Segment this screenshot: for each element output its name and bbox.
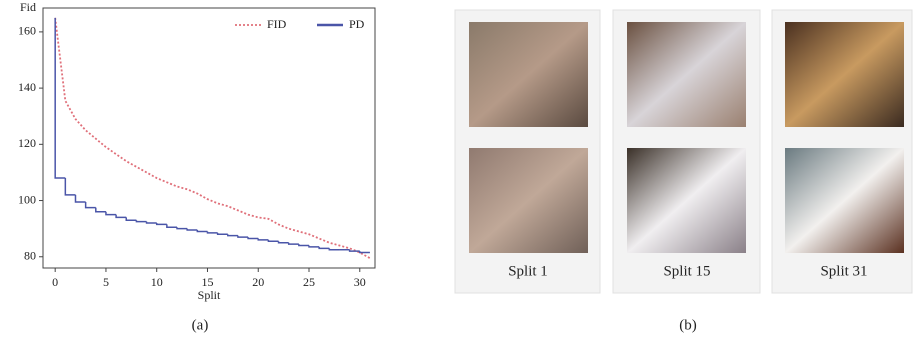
x-tick-label: 5 <box>103 275 109 289</box>
pd-step <box>74 194 86 203</box>
y-tick-label: 140 <box>18 80 36 94</box>
caption: (a) <box>192 317 209 333</box>
y-tick-label: 120 <box>18 136 36 150</box>
legend-label: FID <box>267 17 287 31</box>
pd-step <box>196 230 208 233</box>
sample-image <box>785 22 904 127</box>
x-tick-label: 30 <box>354 275 366 289</box>
x-tick-label: 0 <box>52 275 58 289</box>
pd-step <box>287 242 299 245</box>
pd-step <box>166 224 178 228</box>
pd-step <box>328 248 340 251</box>
pd-step <box>176 227 188 230</box>
y-tick-label: 160 <box>18 24 36 38</box>
pd-step <box>237 235 249 238</box>
pd-step <box>348 249 360 252</box>
sample-image <box>469 22 588 127</box>
pd-step <box>155 223 167 226</box>
pd-step <box>145 221 157 224</box>
sample-image <box>627 148 746 253</box>
legend-label: PD <box>349 17 365 31</box>
pd-step <box>308 245 320 248</box>
pd-step <box>227 234 238 237</box>
pd-step <box>54 17 66 179</box>
y-tick-label: 100 <box>18 192 36 206</box>
pd-step <box>318 246 330 250</box>
pd-step <box>359 251 370 254</box>
sample-image <box>627 22 746 127</box>
pd-step <box>277 241 289 244</box>
column-label: Split 31 <box>820 263 867 279</box>
x-tick-label: 15 <box>201 275 213 289</box>
pd-step <box>247 237 259 240</box>
x-tick-label: 25 <box>303 275 315 289</box>
pd-step <box>105 211 117 216</box>
pd-step <box>216 232 228 236</box>
panel-b: Split 1 Split 15 Split 31 (b) <box>454 9 913 333</box>
y-axis-label: Fid <box>20 0 36 14</box>
x-axis-label: Split <box>198 288 221 302</box>
pd-step <box>115 214 127 219</box>
pd-step <box>135 220 147 223</box>
sample-image <box>785 148 904 253</box>
pd-step <box>64 178 76 196</box>
x-tick-label: 20 <box>252 275 264 289</box>
sample-image <box>469 148 588 253</box>
pd-step <box>267 239 279 243</box>
pd-step <box>186 228 198 231</box>
fid-line <box>54 17 371 259</box>
pd-step <box>298 244 310 247</box>
pd-step <box>257 238 269 241</box>
pd-step <box>95 207 106 213</box>
y-tick-label: 80 <box>24 249 36 263</box>
column-label: Split 15 <box>663 263 710 279</box>
pd-step <box>206 231 218 234</box>
plot-frame <box>42 7 376 269</box>
column-label: Split 1 <box>508 263 548 279</box>
pd-step <box>125 217 137 221</box>
x-tick-label: 10 <box>151 275 163 289</box>
pd-step <box>84 201 96 209</box>
caption: (b) <box>679 317 697 333</box>
